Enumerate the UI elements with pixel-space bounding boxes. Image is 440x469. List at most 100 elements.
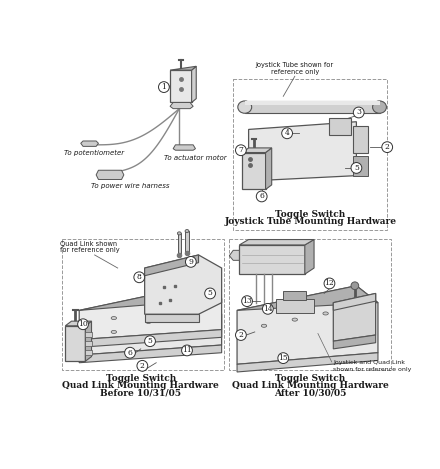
Polygon shape [79,330,222,348]
Polygon shape [305,240,314,274]
Ellipse shape [323,312,328,315]
Circle shape [262,303,273,314]
Polygon shape [170,66,196,70]
Circle shape [137,361,148,371]
Text: After 10/30/05: After 10/30/05 [274,388,346,397]
Polygon shape [239,240,314,245]
Ellipse shape [185,229,189,233]
Text: shown for reference only: shown for reference only [334,367,412,371]
Circle shape [205,288,216,299]
Bar [65,326,85,361]
Ellipse shape [111,317,117,319]
Polygon shape [334,294,376,341]
Text: 14: 14 [263,305,273,313]
Text: 10: 10 [78,320,88,328]
Polygon shape [334,335,376,349]
Ellipse shape [238,101,252,113]
Circle shape [324,278,335,289]
Circle shape [278,353,289,363]
Bar [186,231,189,253]
Bar [62,239,224,370]
Polygon shape [237,286,378,310]
Text: 4: 4 [285,129,290,137]
Polygon shape [249,122,356,181]
Text: 5: 5 [208,289,213,297]
Polygon shape [192,66,196,103]
Polygon shape [334,294,376,310]
Circle shape [382,142,392,152]
Text: Before 10/31/05: Before 10/31/05 [100,388,181,397]
Bar [283,291,306,300]
Circle shape [242,296,253,307]
Text: 12: 12 [325,280,334,287]
Text: 8: 8 [137,273,142,281]
Ellipse shape [146,320,151,324]
Ellipse shape [292,318,297,321]
Text: reference only: reference only [271,68,319,75]
Circle shape [134,272,145,283]
Ellipse shape [373,101,386,113]
Text: 15: 15 [279,354,288,362]
Ellipse shape [176,301,182,304]
Text: 11: 11 [182,347,192,355]
Polygon shape [242,148,271,152]
Polygon shape [65,321,92,326]
Circle shape [353,107,364,118]
Text: 6: 6 [128,349,132,357]
Polygon shape [170,103,193,109]
Polygon shape [81,141,99,146]
Bar [239,245,305,274]
Text: Quad Link Mounting Hardware: Quad Link Mounting Hardware [62,381,219,390]
Circle shape [186,257,196,267]
Text: 2: 2 [140,362,145,370]
Ellipse shape [111,330,117,333]
Ellipse shape [261,324,267,327]
Polygon shape [245,101,379,105]
Bar [242,152,266,189]
Text: Joystick Tube Mounting Hardware: Joystick Tube Mounting Hardware [224,217,396,226]
Bar [352,126,368,152]
Polygon shape [173,145,195,150]
Circle shape [351,163,362,174]
Text: 1: 1 [161,83,166,91]
Text: 2: 2 [385,143,390,151]
Text: Quad Link Mounting Hardware: Quad Link Mounting Hardware [232,381,389,390]
Circle shape [145,336,155,347]
Polygon shape [266,148,271,189]
Circle shape [158,82,169,92]
Circle shape [125,348,136,358]
Circle shape [282,128,293,139]
Polygon shape [96,170,124,180]
Circle shape [182,345,192,356]
Circle shape [256,191,267,202]
Polygon shape [79,283,222,310]
Polygon shape [145,255,198,276]
Text: To actuator motor: To actuator motor [164,155,227,161]
Ellipse shape [351,282,359,289]
Polygon shape [145,255,222,314]
Text: 2: 2 [238,331,243,339]
Text: 13: 13 [242,297,252,305]
Polygon shape [79,299,222,355]
Bar [85,341,92,346]
Text: To power wire harness: To power wire harness [91,183,169,189]
Bar [233,79,387,229]
Polygon shape [79,299,222,326]
Polygon shape [245,101,379,113]
Polygon shape [79,345,222,363]
Text: Joystick and Quad Link: Joystick and Quad Link [334,361,405,365]
Ellipse shape [177,232,181,235]
Bar [275,299,314,313]
Polygon shape [237,353,378,372]
Bar [330,118,351,135]
Polygon shape [237,286,378,364]
Polygon shape [229,250,239,260]
Text: Toggle Switch: Toggle Switch [275,374,345,383]
Bar [85,350,92,355]
Text: 3: 3 [356,108,361,116]
Polygon shape [85,321,92,361]
Polygon shape [145,314,198,322]
Text: Quad Link shown: Quad Link shown [60,241,117,247]
Text: 7: 7 [238,146,243,154]
Bar [229,239,391,370]
